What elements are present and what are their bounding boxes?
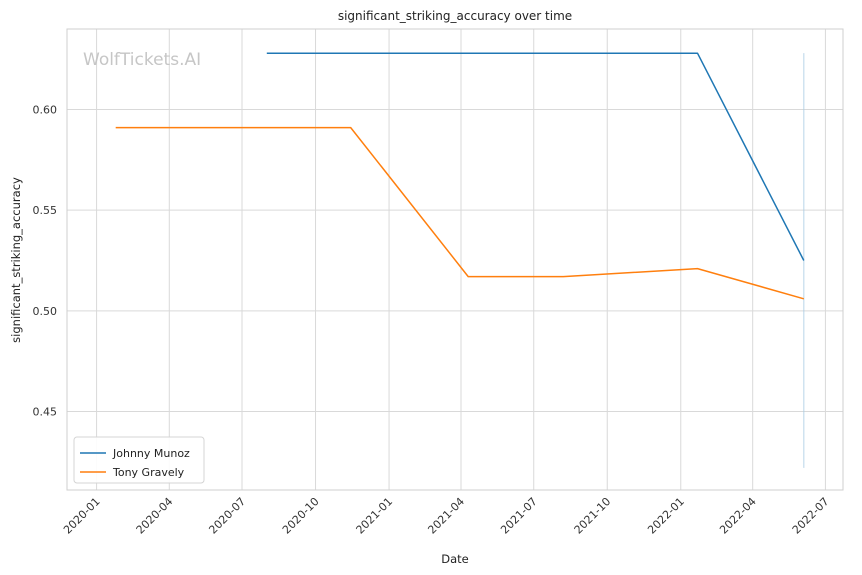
watermark: WolfTickets.AI bbox=[83, 50, 201, 70]
legend-label: Tony Gravely bbox=[112, 466, 185, 479]
x-tick-label: 2021-10 bbox=[572, 495, 614, 537]
x-tick-label: 2021-04 bbox=[425, 495, 467, 537]
x-tick-label: 2021-07 bbox=[498, 495, 540, 537]
y-axis-title: significant_striking_accuracy bbox=[9, 177, 23, 343]
x-tick-label: 2020-10 bbox=[280, 495, 322, 537]
y-tick-label: 0.50 bbox=[33, 305, 58, 318]
series-lines bbox=[115, 52, 805, 300]
plot-area-frame bbox=[66, 28, 844, 491]
legend-box bbox=[73, 436, 205, 484]
x-tick-label: 2022-07 bbox=[790, 495, 832, 537]
legend: Johnny Munoz Tony Gravely bbox=[73, 436, 205, 484]
x-tick-label: 2020-07 bbox=[206, 495, 248, 537]
y-tick-label: 0.60 bbox=[33, 104, 58, 117]
x-tick-label: 2020-01 bbox=[61, 495, 103, 537]
y-axis-ticks: 0.45 0.50 0.55 0.60 bbox=[33, 104, 58, 419]
x-tick-label: 2022-01 bbox=[645, 495, 687, 537]
y-tick-label: 0.45 bbox=[33, 405, 58, 418]
series-line-2 bbox=[115, 126, 805, 300]
chart-title: significant_striking_accuracy over time bbox=[338, 9, 572, 23]
x-tick-label: 2020-04 bbox=[134, 495, 176, 537]
y-tick-label: 0.55 bbox=[33, 204, 58, 217]
x-tick-label: 2022-04 bbox=[717, 495, 759, 537]
x-tick-label: 2021-01 bbox=[353, 495, 395, 537]
x-axis-ticks: 2020-01 2020-04 2020-07 2020-10 2021-01 2021-… bbox=[61, 495, 832, 537]
series-line-1 bbox=[266, 52, 805, 261]
x-axis-title: Date bbox=[441, 552, 469, 566]
legend-label: Johnny Munoz bbox=[112, 447, 190, 460]
grid bbox=[67, 29, 843, 490]
